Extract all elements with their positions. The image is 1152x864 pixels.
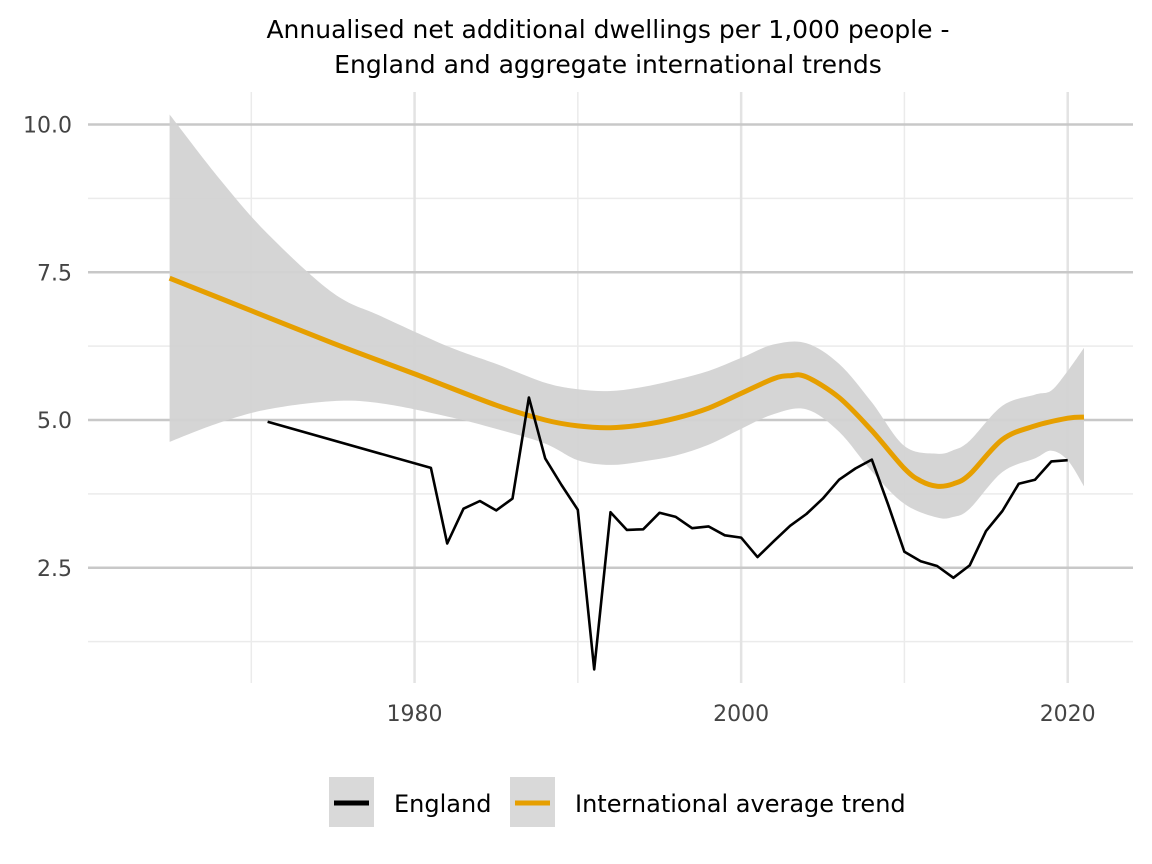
chart-title: Annualised net additional dwellings per …	[266, 15, 949, 79]
legend: England International average trend	[329, 777, 906, 827]
x-tick-label: 1980	[387, 702, 443, 727]
legend-label-england: England	[394, 790, 491, 818]
x-tick-label: 2020	[1040, 702, 1096, 727]
y-axis-tick-labels: 2.5 5.0 7.5 10.0	[23, 114, 72, 582]
x-axis-tick-labels: 1980 2000 2020	[387, 702, 1096, 727]
legend-label-trend: International average trend	[575, 790, 906, 818]
england-line	[267, 396, 1068, 671]
confidence-band	[169, 114, 1085, 519]
y-tick-label: 2.5	[37, 557, 72, 582]
y-tick-label: 10.0	[23, 114, 72, 139]
international-trend-line	[168, 275, 1085, 489]
plot-area	[88, 92, 1133, 683]
chart-title-line-2: England and aggregate international tren…	[334, 50, 882, 79]
y-tick-label: 5.0	[37, 409, 72, 434]
y-tick-label: 7.5	[37, 261, 72, 286]
major-gridlines	[88, 92, 1133, 683]
x-tick-label: 2000	[713, 702, 769, 727]
chart-title-line-1: Annualised net additional dwellings per …	[266, 15, 949, 44]
